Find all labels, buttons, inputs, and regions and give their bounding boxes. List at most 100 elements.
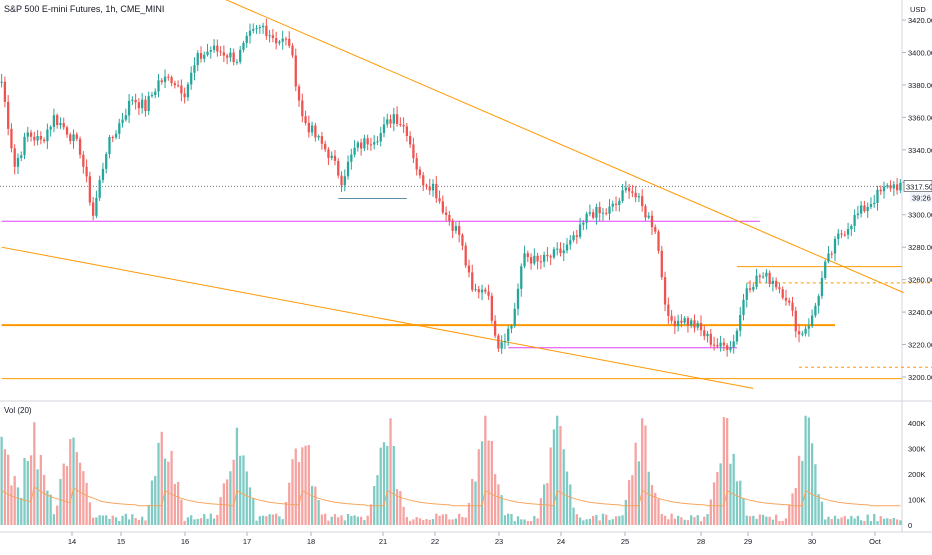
volume-bar [307,445,310,525]
candle-body [49,126,52,130]
volume-bar [337,517,340,525]
volume-bar [444,514,448,525]
volume-bar [216,514,219,525]
volume-bar [614,516,618,525]
volume-bar [39,454,42,525]
volume-bar [222,483,226,525]
volume-bar [343,520,346,525]
candle-body [588,212,592,214]
candle-body [337,160,340,176]
volume-bar [621,515,624,525]
volume-bar [552,429,556,525]
candle-body [673,320,677,327]
candle-body [13,148,16,167]
volume-bar [101,515,105,525]
candle-body [176,85,180,87]
candle-body [121,119,124,124]
candle-body [170,77,173,84]
volume-bar [59,479,62,525]
candle-body [761,276,765,278]
candle-body [529,257,533,264]
volume-bar [346,514,350,525]
volume-bar [824,519,827,525]
candle-body [333,155,337,161]
candle-body [467,265,471,273]
volume-tick-label: 400K [908,419,926,428]
volume-bar [565,471,569,525]
candle-body [631,191,634,193]
candle-body [52,115,56,127]
candle-body [810,315,814,327]
volume-bar [797,455,801,525]
volume-bar [879,516,882,525]
candle-body [105,154,108,169]
volume-bar [239,455,242,525]
candle-body [882,186,886,192]
candle-body [82,154,85,167]
volume-bar [412,519,415,525]
candle-body [392,114,395,124]
candle-body [412,144,415,159]
candle-body [284,38,288,40]
volume-bar [837,518,840,525]
candle-body [297,86,301,101]
volume-bar [788,504,791,525]
candle-body [526,253,529,258]
volume-bar [16,487,20,525]
volume-bar [814,464,817,525]
volume-bar [647,471,650,525]
candle-body [853,215,856,226]
volume-bar [706,514,709,525]
candle-body [585,213,588,223]
volume-bar [7,454,10,525]
candle-body [343,176,346,186]
volume-bar [493,474,497,525]
candle-body [379,133,382,142]
candle-body [23,136,26,156]
volume-bar [225,479,229,525]
volume-bar [454,518,458,525]
axes: 3420.003400.003380.003360.003340.003320.… [68,5,932,546]
candle-body [804,328,807,334]
volume-bar [167,461,170,525]
candle-body [461,234,464,246]
volume-bar [768,516,771,525]
candle-body [222,52,226,56]
volume-bar [676,515,680,525]
candle-body [435,183,438,199]
volume-bar [490,440,493,525]
candle-body [820,277,824,297]
candle-body [846,229,850,235]
candle-body [29,132,33,137]
candle-body [163,76,167,83]
volume-bar [232,459,235,525]
candle-body [539,261,543,263]
price-tick-label: 3200.00 [908,373,932,382]
candle-body [111,137,114,139]
candle-body [817,296,820,306]
candle-body [376,141,379,143]
candle-body [134,99,137,103]
candle-body [382,124,386,134]
volume-bar [660,513,663,525]
candle-body [95,197,98,216]
candle-body [556,248,559,250]
candle-body [487,291,490,296]
time-tick-label: 17 [243,537,251,546]
candle-body [562,250,565,254]
volume-bar [572,507,575,525]
volume-bar [663,515,667,525]
volume-bar [359,516,363,525]
candle-body [167,76,170,78]
volume-bar [0,436,3,525]
volume-bar [415,516,418,525]
time-tick-label: 29 [744,537,752,546]
volume-bar [190,515,193,525]
volume-bar [418,518,422,525]
candle-body [758,275,761,277]
volume-bar [761,514,765,525]
volume-bar [696,515,699,525]
volume-bar [435,513,438,525]
candle-body [294,55,297,87]
